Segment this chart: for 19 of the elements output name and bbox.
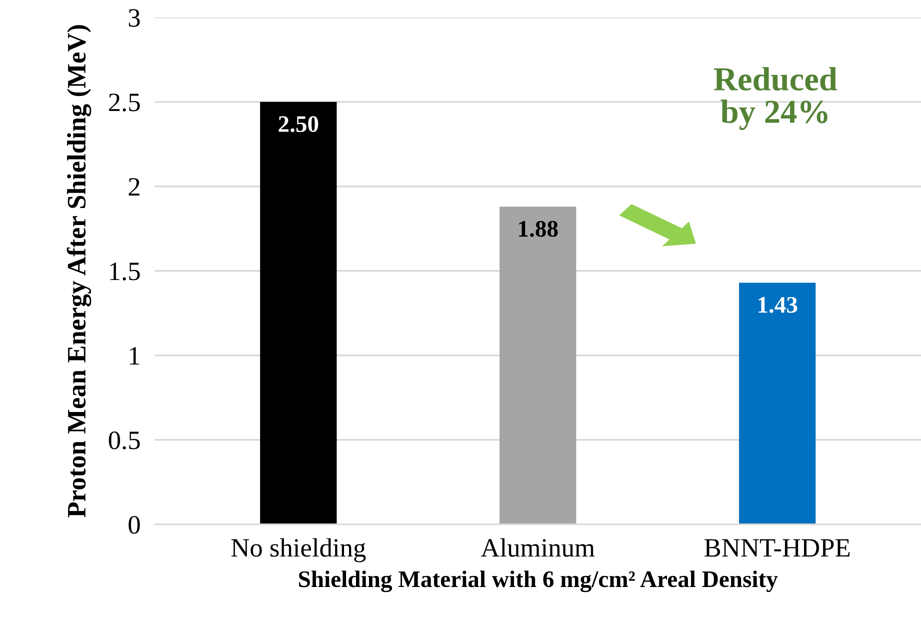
x-tick-label: BNNT-HDPE <box>704 539 850 557</box>
y-tick-label: 0.5 <box>108 431 140 450</box>
y-tick-label: 1 <box>130 347 140 365</box>
y-tick-label: 2 <box>128 178 140 196</box>
bar <box>739 282 816 524</box>
x-tick-label: Aluminum <box>480 538 595 557</box>
data-label: 1.43 <box>758 296 798 313</box>
annotation: Reduced by 24% <box>714 67 838 130</box>
y-tick-label: 1.5 <box>110 262 140 280</box>
data-label: 2.50 <box>278 116 318 132</box>
y-tick-label: 3 <box>128 9 140 27</box>
x-axis-title: Shielding Material with 6 mg/cm² Areal Density <box>299 570 778 592</box>
y-tick-label: 2.5 <box>109 94 140 112</box>
y-axis-title: Proton Mean Energy After Shielding (MeV) <box>66 25 92 518</box>
data-label: 1.88 <box>519 220 558 237</box>
bar <box>500 206 576 524</box>
y-tick-label: 0 <box>128 516 140 534</box>
bar <box>260 102 337 524</box>
x-tick-label: No shielding <box>231 538 366 562</box>
